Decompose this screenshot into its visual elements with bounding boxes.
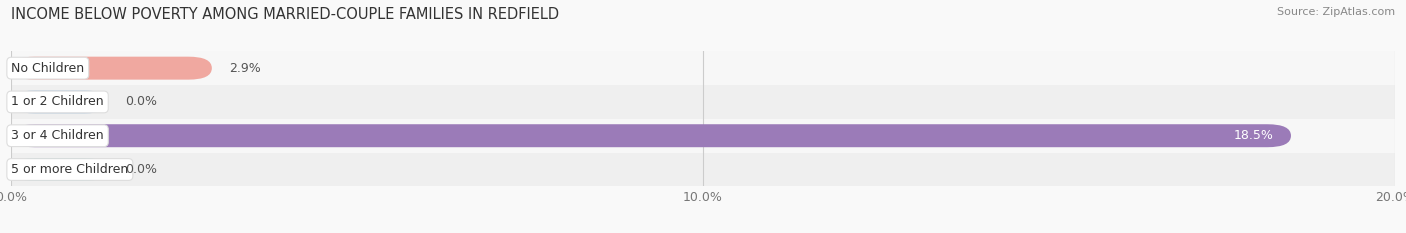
Text: INCOME BELOW POVERTY AMONG MARRIED-COUPLE FAMILIES IN REDFIELD: INCOME BELOW POVERTY AMONG MARRIED-COUPL… (11, 7, 560, 22)
FancyBboxPatch shape (11, 158, 108, 181)
Text: 2.9%: 2.9% (229, 62, 262, 75)
Bar (11, 51, 1395, 85)
FancyBboxPatch shape (11, 124, 1291, 147)
FancyBboxPatch shape (11, 90, 108, 113)
Text: 18.5%: 18.5% (1234, 129, 1274, 142)
Bar (11, 119, 1395, 153)
Text: 0.0%: 0.0% (125, 163, 157, 176)
Text: No Children: No Children (11, 62, 84, 75)
Bar (11, 85, 1395, 119)
Text: 0.0%: 0.0% (125, 96, 157, 108)
Text: 5 or more Children: 5 or more Children (11, 163, 128, 176)
Bar (11, 153, 1395, 186)
Text: 1 or 2 Children: 1 or 2 Children (11, 96, 104, 108)
Text: Source: ZipAtlas.com: Source: ZipAtlas.com (1277, 7, 1395, 17)
Text: 3 or 4 Children: 3 or 4 Children (11, 129, 104, 142)
FancyBboxPatch shape (11, 57, 212, 80)
